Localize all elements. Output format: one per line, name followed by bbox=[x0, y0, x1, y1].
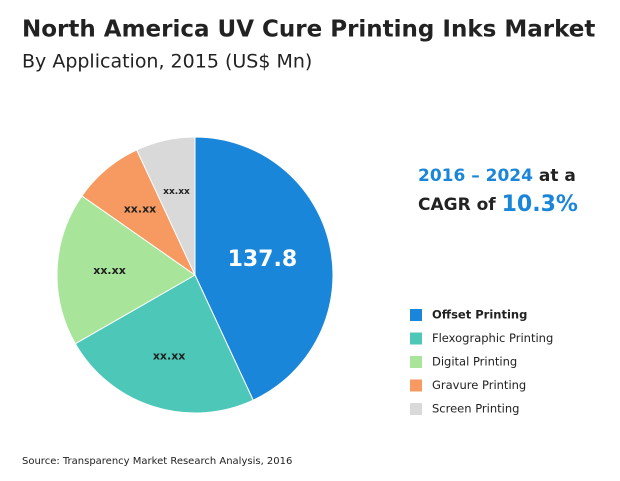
cagr-text: CAGR of bbox=[418, 195, 496, 215]
legend-label: Digital Printing bbox=[432, 355, 517, 369]
chart-subtitle: By Application, 2015 (US$ Mn) bbox=[22, 51, 312, 73]
cagr-period: 2016 – 2024 bbox=[418, 166, 533, 186]
data-label: xx.xx bbox=[153, 350, 186, 363]
pie-slice bbox=[74, 274, 254, 414]
chart-title: North America UV Cure Printing Inks Mark… bbox=[22, 17, 595, 43]
pie-slice bbox=[194, 136, 334, 401]
legend-label: Offset Printing bbox=[432, 308, 527, 322]
data-label: xx.xx bbox=[124, 202, 157, 215]
cagr-line-1: 2016 – 2024 at a bbox=[418, 166, 576, 186]
pie-slice bbox=[56, 195, 196, 345]
legend-label: Flexographic Printing bbox=[432, 331, 553, 345]
legend-label: Screen Printing bbox=[432, 402, 519, 416]
legend-label: Gravure Printing bbox=[432, 378, 526, 392]
source-note: Source: Transparency Market Research Ana… bbox=[22, 456, 292, 467]
cagr-value: 10.3% bbox=[502, 192, 578, 217]
legend-swatch bbox=[410, 309, 422, 321]
legend-swatch bbox=[410, 332, 422, 345]
legend-swatch bbox=[410, 356, 422, 368]
data-label: 137.8 bbox=[228, 247, 298, 272]
cagr-line-2: CAGR of 10.3% bbox=[418, 192, 578, 217]
data-label: xx.xx bbox=[93, 264, 126, 277]
data-label: xx.xx bbox=[163, 187, 190, 197]
cagr-text: at a bbox=[539, 166, 576, 186]
pie-slice bbox=[136, 136, 196, 276]
legend-swatch bbox=[410, 403, 422, 415]
legend-swatch bbox=[410, 379, 422, 392]
